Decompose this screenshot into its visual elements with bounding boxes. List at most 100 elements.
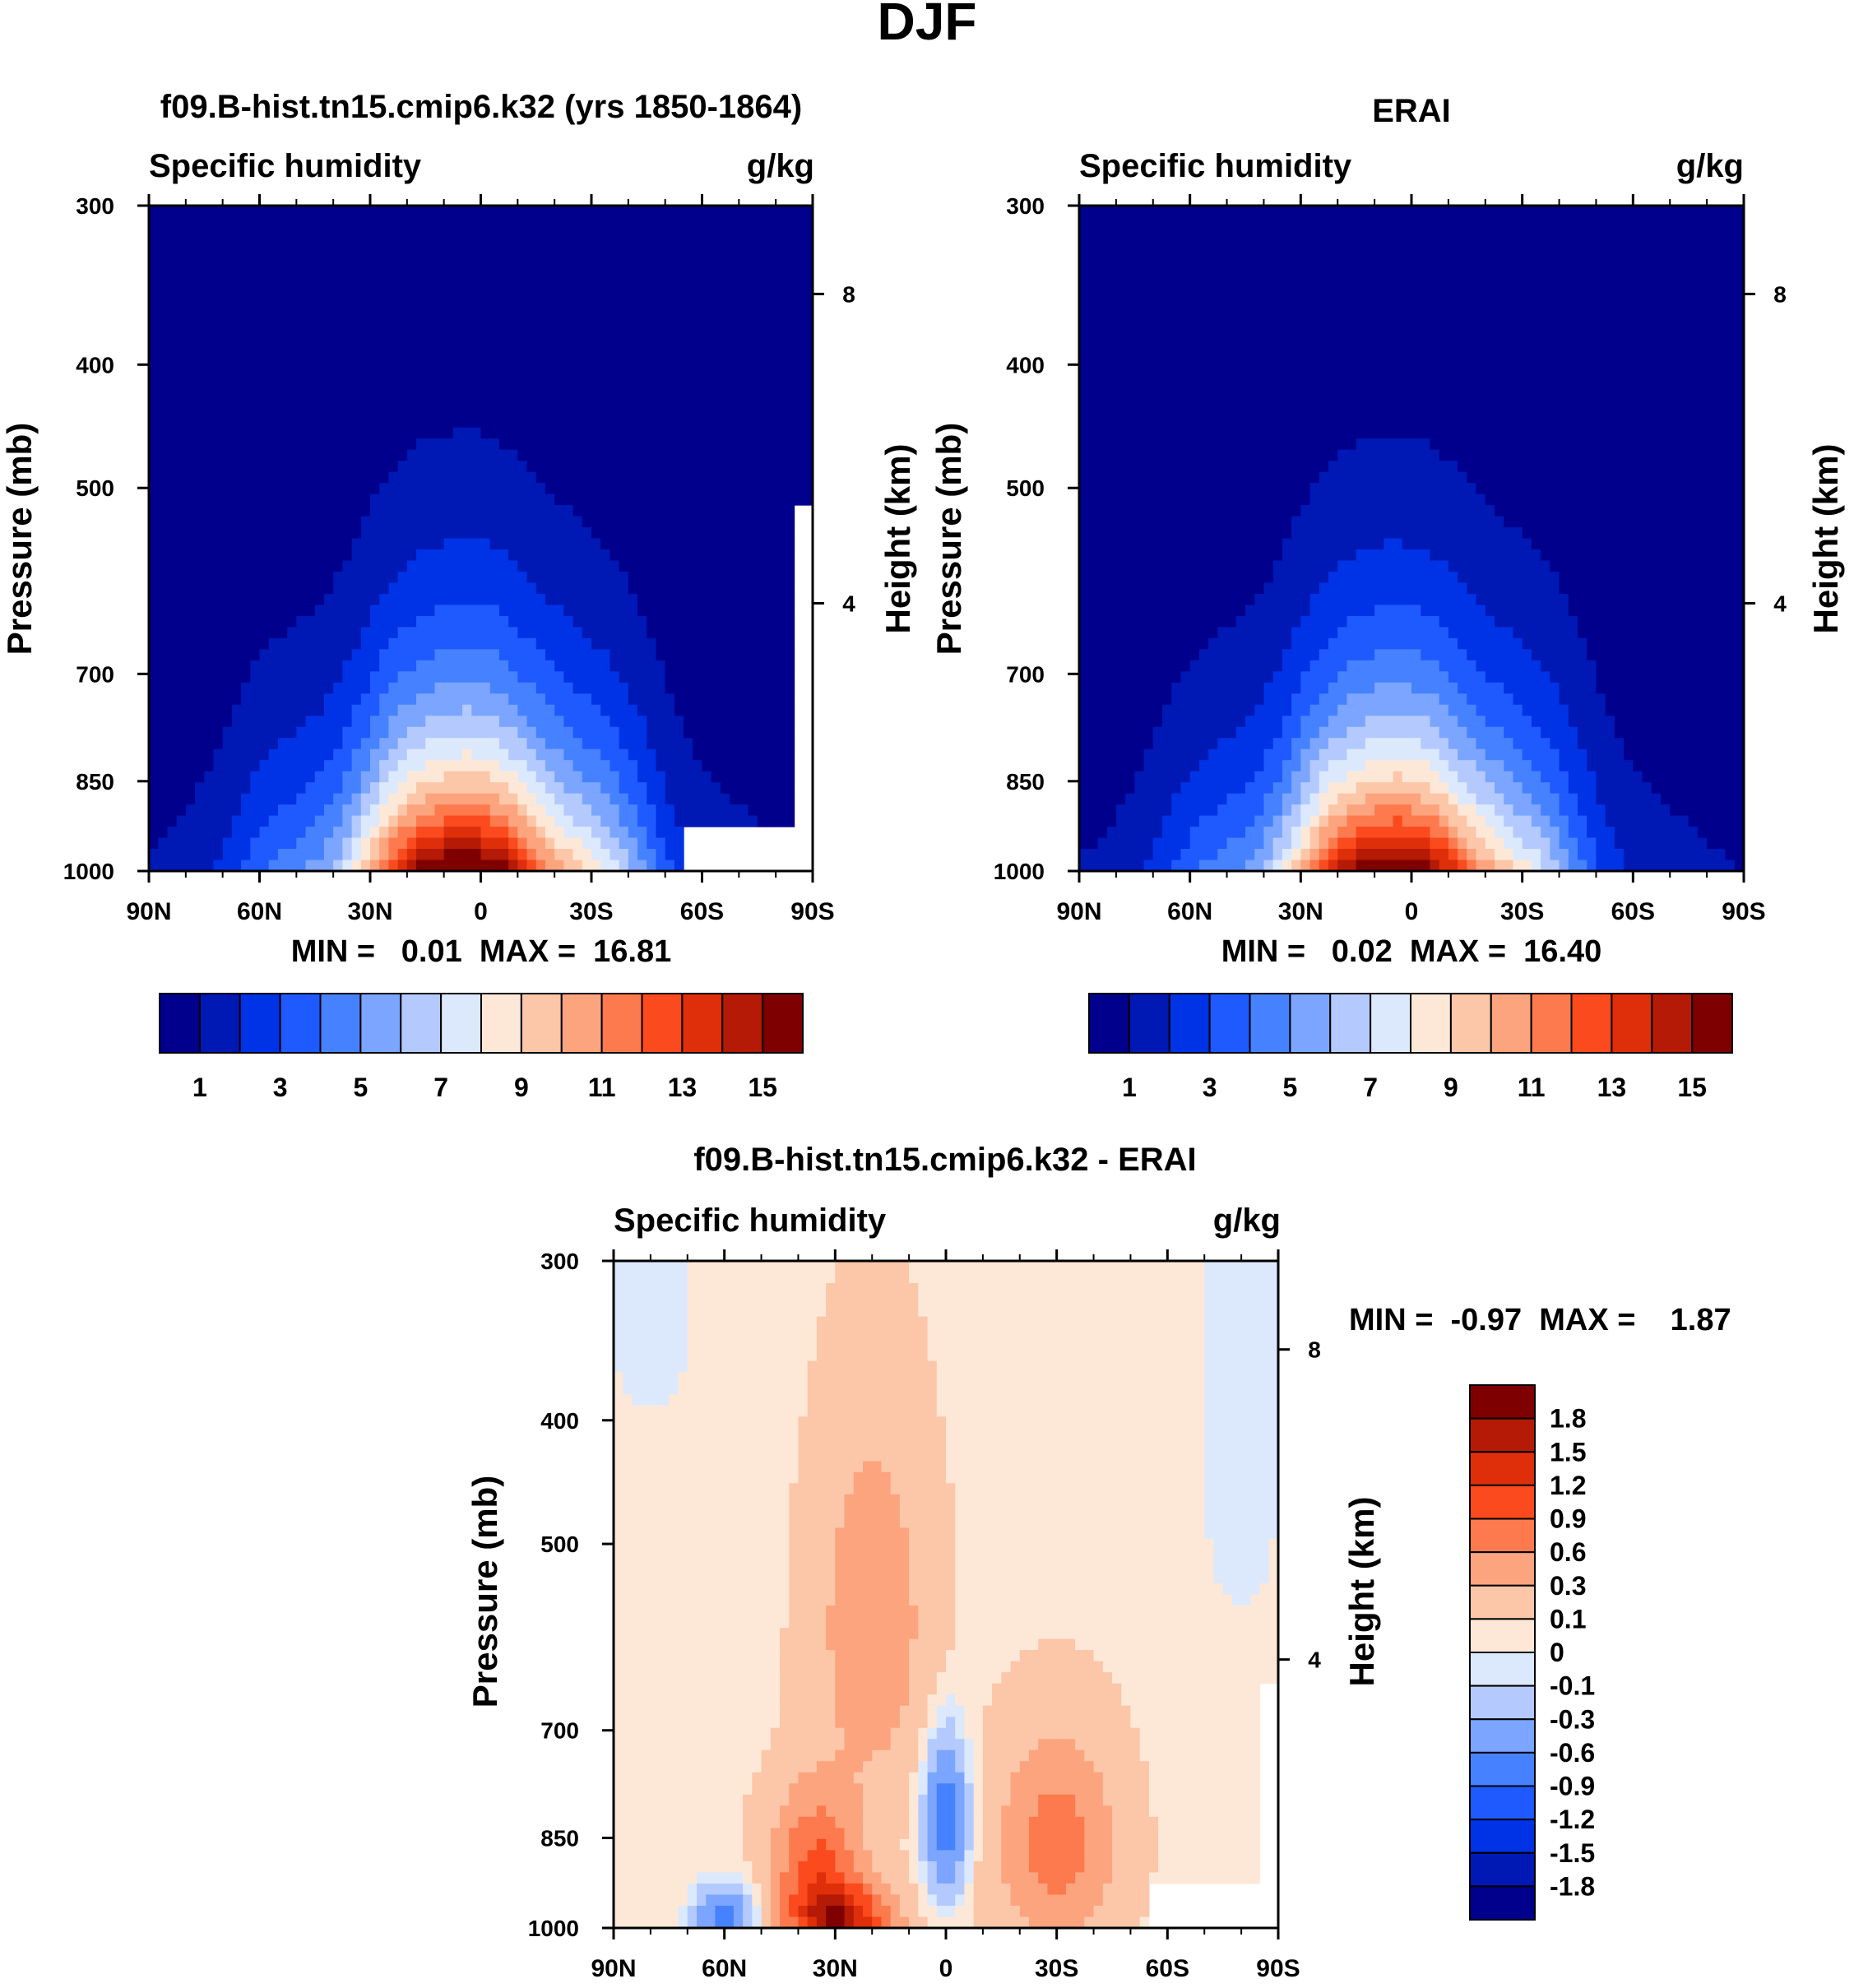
field-cell — [776, 615, 786, 628]
field-cell — [342, 804, 353, 817]
field-cell — [425, 704, 436, 716]
field-cell — [323, 716, 334, 728]
field-cell — [213, 748, 224, 761]
field-cell — [287, 815, 297, 827]
field-cell — [333, 449, 343, 461]
field-cell — [498, 271, 509, 284]
field-cell — [489, 405, 500, 417]
field-cell — [757, 560, 767, 572]
field-cell — [1189, 206, 1200, 218]
field-cell — [406, 682, 417, 694]
field-cell — [554, 483, 564, 495]
field-cell — [730, 227, 739, 240]
field-cell — [323, 427, 334, 439]
field-cell — [517, 693, 528, 706]
field-cell — [379, 627, 390, 639]
field-cell — [195, 327, 205, 340]
field-cell — [241, 849, 251, 861]
field-cell — [776, 593, 786, 605]
field-cell — [268, 704, 279, 716]
field-cell — [296, 815, 307, 827]
field-cell — [600, 760, 611, 772]
field-cell — [277, 637, 288, 650]
field-cell — [195, 394, 205, 406]
field-cell — [739, 538, 749, 550]
field-cell — [1421, 249, 1431, 262]
field-cell — [591, 382, 601, 395]
field-cell — [305, 305, 316, 317]
field-cell — [535, 804, 546, 817]
obs-panel-title: ERAI — [1372, 93, 1451, 129]
field-cell — [397, 449, 408, 461]
field-cell — [563, 471, 574, 484]
field-cell — [1402, 206, 1412, 218]
field-cell — [730, 549, 739, 562]
field-cell — [231, 261, 242, 273]
field-cell — [647, 305, 657, 317]
field-cell — [785, 627, 795, 639]
field-cell — [305, 560, 316, 572]
field-cell — [730, 438, 739, 451]
field-cell — [158, 338, 169, 350]
field-cell — [748, 449, 758, 461]
field-cell — [591, 372, 601, 384]
field-cell — [572, 271, 583, 284]
field-cell — [471, 549, 482, 562]
field-cell — [204, 294, 215, 306]
field-cell — [416, 249, 426, 262]
field-cell — [388, 571, 399, 584]
field-cell — [693, 516, 703, 528]
field-cell — [637, 538, 647, 550]
field-cell — [757, 461, 767, 473]
field-cell — [665, 804, 675, 817]
field-cell — [287, 449, 297, 461]
field-cell — [195, 560, 205, 572]
field-cell — [489, 738, 500, 750]
field-cell — [776, 305, 786, 317]
field-cell — [656, 560, 666, 572]
field-cell — [785, 538, 795, 550]
field-cell — [222, 815, 233, 827]
field-cell — [1272, 305, 1283, 317]
field-cell — [388, 505, 399, 517]
model-panel: f09.B-hist.tn15.cmip6.k32 (yrs 1850-1864… — [0, 89, 917, 1102]
field-cell — [730, 726, 739, 739]
field-cell — [351, 527, 362, 540]
field-cell — [563, 738, 574, 750]
field-cell — [1476, 239, 1486, 251]
field-cell — [535, 693, 546, 706]
field-cell — [619, 438, 629, 451]
field-cell — [674, 660, 684, 672]
field-cell — [1291, 216, 1301, 229]
field-cell — [591, 427, 601, 439]
field-cell — [287, 671, 297, 684]
field-cell — [535, 416, 546, 429]
field-cell — [277, 416, 288, 429]
field-cell — [323, 305, 334, 317]
field-cell — [535, 560, 546, 572]
field-cell — [434, 671, 445, 684]
field-cell — [610, 815, 620, 827]
field-cell — [471, 316, 482, 328]
field-cell — [554, 338, 564, 350]
field-cell — [582, 527, 592, 540]
field-cell — [379, 338, 390, 350]
field-cell — [287, 637, 297, 650]
field-cell — [1430, 283, 1440, 295]
field-cell — [406, 249, 417, 262]
field-cell — [342, 239, 353, 251]
field-cell — [204, 605, 215, 617]
field-cell — [158, 860, 169, 872]
field-cell — [619, 261, 629, 273]
field-cell — [277, 760, 288, 772]
field-cell — [416, 716, 426, 728]
field-cell — [323, 815, 334, 827]
field-cell — [720, 206, 730, 218]
field-cell — [471, 682, 482, 694]
field-cell — [656, 505, 666, 517]
field-cell — [370, 372, 380, 384]
field-cell — [397, 516, 408, 528]
field-cell — [204, 627, 215, 639]
field-cell — [785, 649, 795, 661]
field-cell — [213, 271, 224, 284]
